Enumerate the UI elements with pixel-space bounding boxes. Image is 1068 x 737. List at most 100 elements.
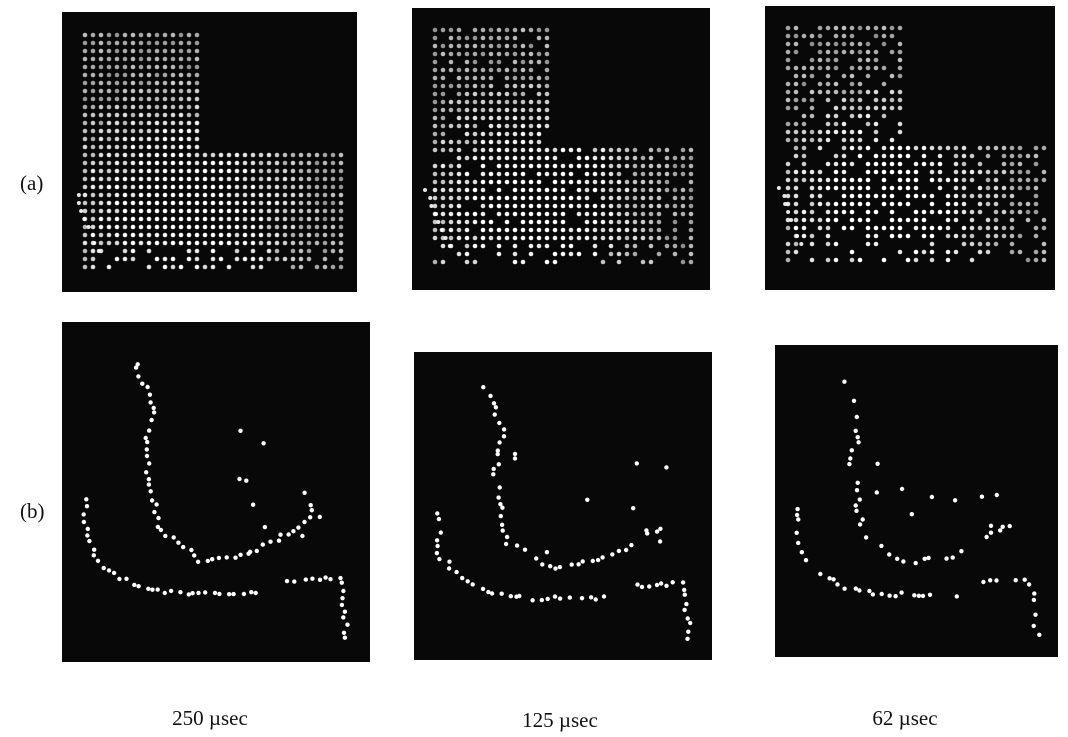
dot [441, 68, 446, 73]
dot [299, 161, 304, 166]
dot [998, 528, 1002, 532]
dot [930, 170, 935, 175]
dot [930, 194, 935, 199]
dot [505, 148, 510, 153]
dot [259, 161, 264, 166]
dot [1022, 578, 1026, 582]
dot [187, 49, 192, 54]
dot [782, 194, 786, 198]
dot [834, 122, 839, 127]
dot [545, 204, 550, 209]
dot [433, 188, 438, 193]
dot [970, 258, 975, 263]
dot [315, 193, 320, 198]
dot [898, 162, 903, 167]
dot [171, 209, 176, 214]
dot [437, 557, 441, 561]
dot [1034, 202, 1039, 207]
dot [171, 121, 176, 126]
dot [898, 74, 903, 79]
dot [898, 130, 903, 135]
dot [466, 579, 470, 583]
dot [115, 41, 120, 46]
dot [866, 226, 871, 231]
dot [235, 201, 240, 206]
dot [802, 162, 807, 167]
dot [211, 177, 216, 182]
dot [810, 138, 815, 143]
dot [890, 146, 895, 151]
dot [657, 236, 662, 241]
dot [227, 265, 232, 270]
dot [123, 185, 128, 190]
row-label: (a) [20, 171, 43, 195]
dot [867, 589, 871, 593]
dot [155, 153, 160, 158]
dot [171, 105, 176, 110]
dot [275, 201, 280, 206]
dot [617, 549, 621, 553]
dot [794, 186, 799, 191]
dot [99, 105, 104, 110]
row-label: (b) [20, 499, 45, 523]
dot [810, 90, 815, 95]
dot [914, 226, 919, 231]
dot [1002, 146, 1007, 151]
dot [251, 217, 256, 222]
dot [625, 156, 630, 161]
dot [447, 566, 451, 570]
dot [842, 98, 847, 103]
dot [842, 50, 847, 55]
dot [529, 148, 534, 153]
dot [810, 34, 815, 39]
dot [513, 84, 518, 89]
dot [895, 557, 899, 561]
dot [521, 156, 526, 161]
dot [139, 89, 144, 94]
dot [537, 116, 542, 121]
dot [187, 65, 192, 70]
dot [994, 170, 999, 175]
dot [299, 257, 304, 262]
dot [448, 244, 452, 248]
dot [842, 210, 847, 215]
dot [441, 116, 446, 121]
dot [513, 180, 518, 185]
dot [858, 138, 863, 143]
dot [440, 228, 444, 232]
dot [689, 148, 694, 153]
dot [123, 49, 128, 54]
dot [882, 34, 887, 39]
dot [231, 592, 235, 596]
dot [83, 41, 88, 46]
dot [323, 177, 328, 182]
dot [489, 116, 494, 121]
dot [635, 582, 639, 586]
dot [123, 137, 128, 142]
dot [842, 154, 847, 159]
dot [593, 244, 598, 249]
dot [505, 156, 510, 161]
dot [441, 260, 446, 265]
dot [323, 153, 328, 158]
dot [647, 584, 651, 588]
dot [633, 172, 638, 177]
dot [900, 487, 904, 491]
dot [777, 186, 781, 190]
dot [473, 236, 478, 241]
dot [529, 236, 534, 241]
dot [1010, 242, 1015, 247]
dot [139, 145, 144, 150]
dot [91, 49, 96, 54]
dot [238, 429, 242, 433]
dot [673, 204, 678, 209]
dot [195, 113, 200, 118]
dot [163, 241, 168, 246]
dot [123, 57, 128, 62]
dot [433, 132, 438, 137]
dot [842, 380, 846, 384]
dot [545, 108, 550, 113]
dot [83, 129, 88, 134]
dot [689, 252, 694, 257]
dot [866, 122, 871, 127]
